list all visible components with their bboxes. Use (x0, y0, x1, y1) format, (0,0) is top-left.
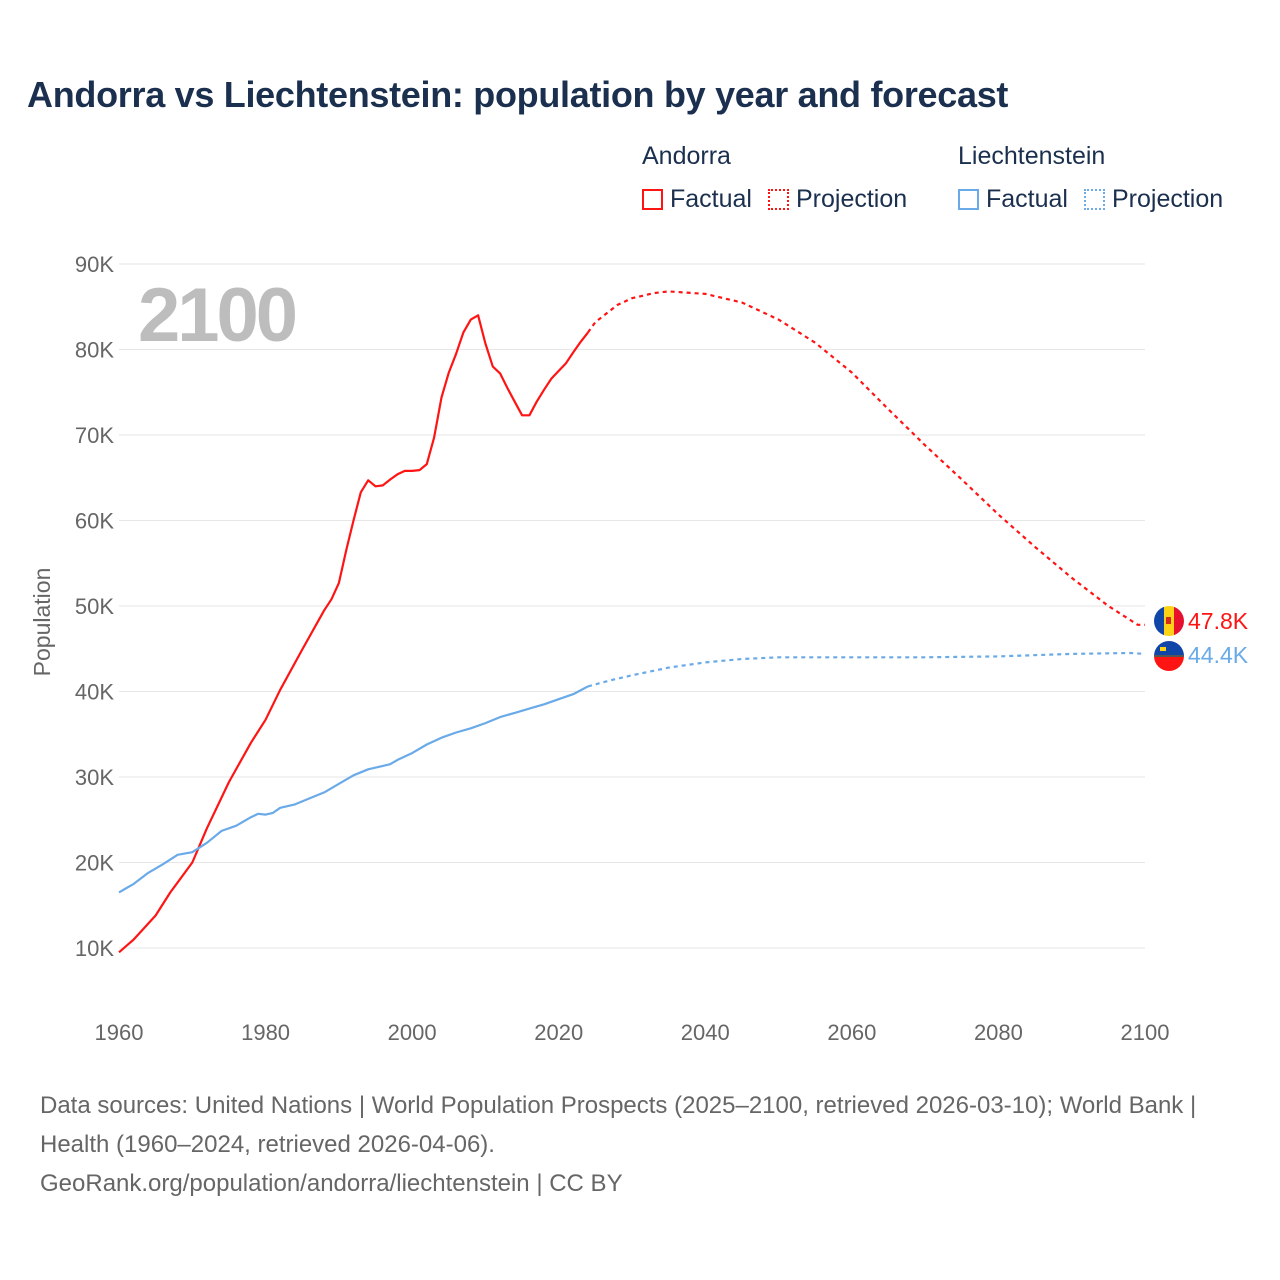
end-markers (1154, 606, 1184, 671)
liechtenstein-projection-line (587, 651, 1146, 688)
solid-swatch-icon (642, 189, 663, 210)
credit-link[interactable]: GeoRank.org/population/andorra/liechtens… (40, 1170, 623, 1197)
gridlines (119, 263, 1145, 949)
legend-andorra-projection[interactable]: Projection (767, 185, 908, 214)
data-sources: Data sources: United Nations | World Pop… (40, 1092, 1197, 1158)
x-axis-ticks: 1960 1980 2000 2020 2040 2060 2080 2100 (95, 1020, 1170, 1045)
legend-liechtenstein-projection[interactable]: Projection (1083, 185, 1224, 214)
solid-swatch-icon (958, 189, 979, 210)
y-tick-label: 40K (75, 680, 114, 705)
dotted-swatch-icon (1083, 189, 1105, 210)
legend-liechtenstein-factual[interactable]: Factual (958, 185, 1068, 214)
andorra-projection-line (587, 290, 1145, 626)
liechtenstein-flag-icon (1154, 641, 1184, 671)
liechtenstein-end-label: 44.4K (1188, 642, 1249, 668)
y-tick-label: 80K (75, 338, 114, 363)
dotted-swatch-icon (767, 189, 789, 210)
y-tick-label: 30K (75, 765, 114, 790)
x-tick-label: 1960 (95, 1020, 144, 1045)
y-tick-label: 20K (75, 851, 114, 876)
y-axis-label: Population (29, 568, 55, 677)
footer: Data sources: United Nations | World Pop… (40, 1086, 1240, 1203)
legend-label: Factual (670, 185, 752, 213)
x-tick-label: 2040 (681, 1020, 730, 1045)
x-tick-label: 2020 (534, 1020, 583, 1045)
x-tick-label: 2060 (827, 1020, 876, 1045)
legend-label: Projection (795, 185, 908, 213)
andorra-flag-icon (1154, 606, 1184, 636)
x-tick-label: 1980 (241, 1020, 290, 1045)
y-tick-label: 60K (75, 509, 114, 534)
andorra-end-label: 47.8K (1188, 608, 1249, 634)
y-tick-label: 50K (75, 594, 114, 619)
y-tick-label: 70K (75, 423, 114, 448)
chart-title: Andorra vs Liechtenstein: population by … (27, 74, 1009, 115)
series-lines (118, 290, 1146, 954)
x-tick-label: 2100 (1121, 1020, 1170, 1045)
legend-label: Factual (986, 185, 1068, 213)
y-tick-label: 10K (75, 936, 114, 961)
legend-andorra: Andorra Factual Projection (642, 142, 923, 214)
andorra-factual-line (118, 314, 589, 954)
legend-liechtenstein: Liechtenstein Factual Projection (958, 142, 1239, 214)
x-tick-label: 2000 (388, 1020, 437, 1045)
legend-label: Projection (1111, 185, 1224, 213)
y-tick-label: 90K (75, 252, 114, 277)
x-tick-label: 2080 (974, 1020, 1023, 1045)
year-overlay: 2100 (138, 273, 296, 358)
legend-andorra-factual[interactable]: Factual (642, 185, 752, 214)
legend-group-title: Liechtenstein (958, 142, 1106, 170)
y-axis-ticks: 10K 20K 30K 40K 50K 60K 70K 80K 90K (75, 252, 114, 961)
liechtenstein-factual-line (118, 685, 589, 894)
legend-group-title: Andorra (642, 142, 731, 170)
